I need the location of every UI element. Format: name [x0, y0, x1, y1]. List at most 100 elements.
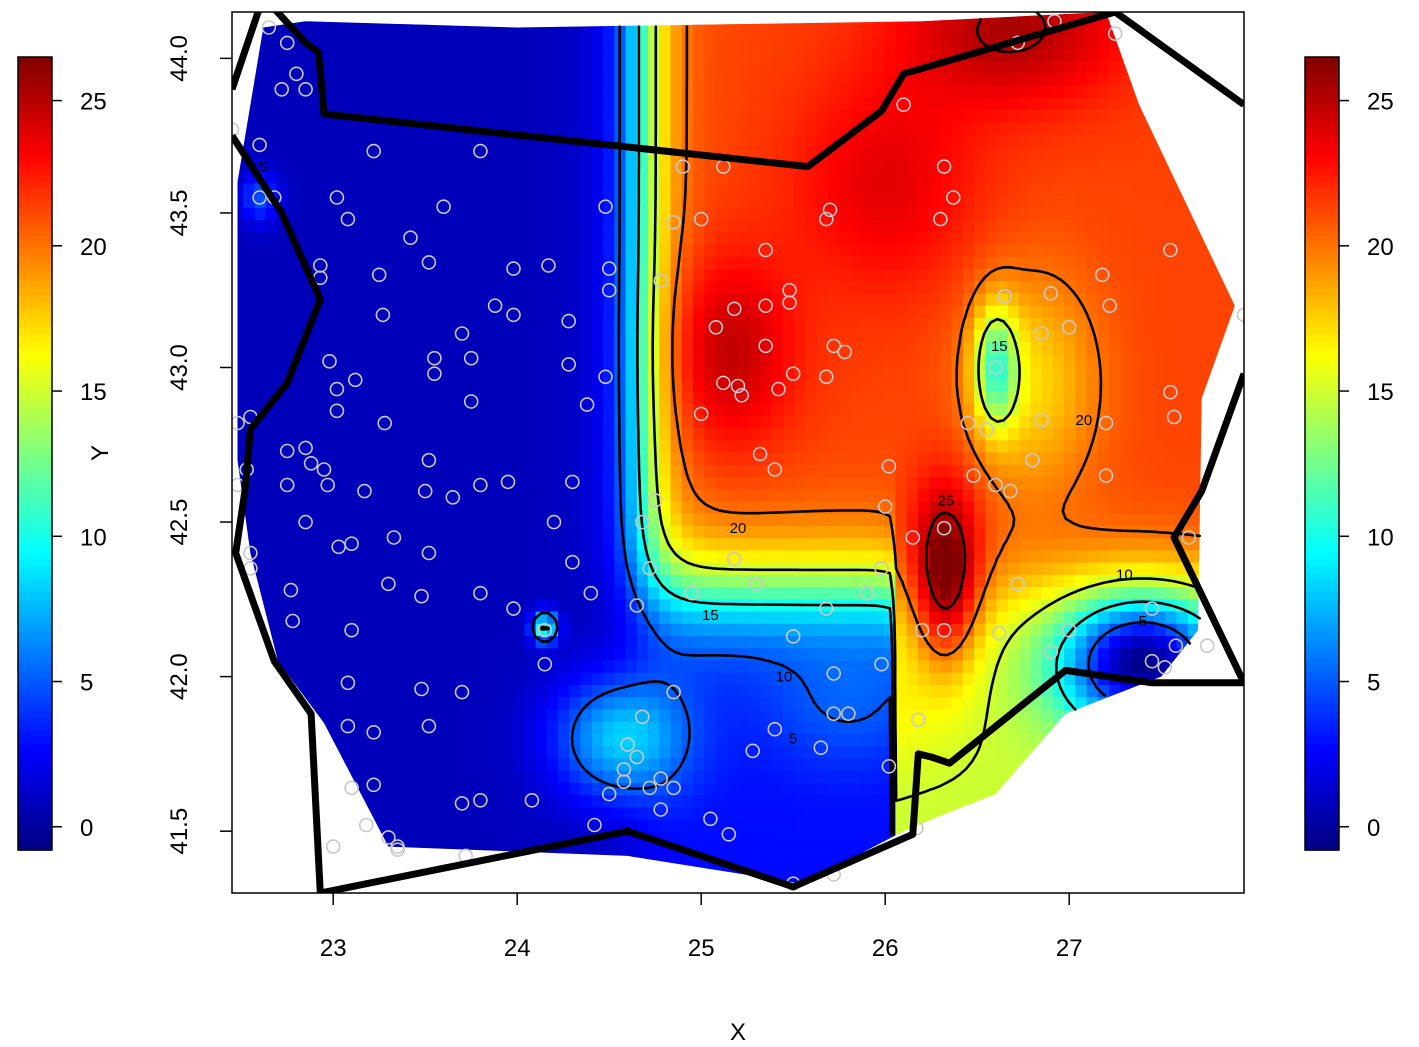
heat-cell: [434, 538, 447, 551]
heat-cell: [1086, 85, 1099, 99]
heat-cell: [445, 48, 458, 62]
heat-cell: [1075, 342, 1088, 356]
heat-cell: [366, 452, 379, 466]
heat-cell: [1064, 146, 1076, 160]
heat-cell: [1086, 513, 1099, 527]
heat-cell: [1064, 330, 1076, 343]
heat-cell: [310, 220, 323, 233]
heat-cell: [1221, 574, 1234, 588]
heat-cell: [535, 525, 548, 539]
heat-cell: [1086, 587, 1099, 600]
heat-cell: [546, 464, 559, 478]
heat-cell: [805, 354, 818, 368]
heat-cell: [546, 452, 559, 466]
heat-cell: [1154, 391, 1166, 405]
heat-cell: [872, 158, 885, 172]
heat-cell: [580, 513, 593, 527]
heat-cell: [569, 452, 582, 466]
heat-cell: [1221, 305, 1234, 319]
heat-cell: [333, 599, 346, 613]
heat-cell: [1041, 476, 1054, 490]
heat-cell: [895, 85, 908, 99]
heat-cell: [355, 611, 368, 625]
heat-cell: [850, 305, 863, 319]
heat-cell: [310, 574, 323, 588]
heat-cell: [805, 587, 818, 600]
heat-cell: [445, 330, 458, 343]
heat-cell: [558, 623, 570, 637]
heat-cell: [501, 525, 514, 539]
heat-cell: [265, 476, 278, 490]
heat-cell: [1075, 24, 1088, 38]
heat-cell: [1064, 195, 1076, 209]
heat-cell: [704, 354, 717, 368]
heat-cell: [490, 109, 503, 123]
heat-cell: [366, 73, 379, 87]
heat-cell: [996, 48, 1009, 62]
heat-cell: [1165, 97, 1178, 111]
heat-cell: [1176, 73, 1189, 87]
heat-cell: [1232, 195, 1235, 209]
heat-cell: [389, 109, 402, 123]
colorbar-cell: [1305, 427, 1339, 435]
heat-cell: [513, 403, 525, 417]
heat-cell: [434, 36, 447, 50]
heat-cell: [1187, 24, 1200, 38]
heat-cell: [423, 220, 435, 233]
heat-cell: [558, 305, 570, 319]
heat-cell: [237, 330, 244, 343]
heat-cell: [693, 60, 705, 74]
heat-cell: [1210, 24, 1223, 38]
heat-cell: [321, 122, 334, 135]
heat-cell: [1086, 244, 1099, 258]
heat-cell: [1019, 415, 1031, 429]
heat-cell: [1075, 317, 1088, 331]
heat-cell: [423, 501, 435, 515]
heat-cell: [636, 476, 649, 490]
heat-cell: [1154, 293, 1166, 307]
heat-cell: [288, 452, 301, 466]
heat-cell: [1199, 122, 1211, 135]
heat-cell: [816, 366, 829, 380]
heat-cell: [839, 109, 852, 123]
heat-cell: [389, 220, 402, 233]
heat-cell: [929, 256, 941, 270]
heat-cell: [1120, 587, 1133, 600]
heat-cell: [580, 476, 593, 490]
heat-cell: [1187, 305, 1200, 319]
heat-cell: [962, 525, 975, 539]
heat-cell: [827, 171, 840, 184]
heat-cell: [558, 12, 570, 25]
heat-cell: [479, 85, 492, 99]
heat-cell: [321, 195, 334, 209]
heat-cell: [479, 476, 492, 490]
heat-cell: [1007, 171, 1020, 184]
heat-cell: [951, 293, 964, 307]
heat-cell: [648, 97, 660, 111]
heat-cell: [816, 24, 829, 38]
heat-cell: [670, 24, 683, 38]
heat-cell: [344, 146, 357, 160]
heat-cell: [558, 183, 570, 197]
heat-cell: [558, 403, 570, 417]
heat-cell: [254, 538, 267, 551]
heat-cell: [265, 36, 278, 50]
heat-cell: [524, 97, 537, 111]
heat-cell: [288, 587, 301, 600]
heat-cell: [715, 134, 728, 148]
heat-cell: [1019, 73, 1031, 87]
heat-cell: [1109, 476, 1121, 490]
heat-cell: [1232, 268, 1235, 282]
heat-cell: [1075, 158, 1088, 172]
heat-cell: [940, 415, 953, 429]
heat-cell: [1131, 244, 1144, 258]
heat-cell: [580, 207, 593, 221]
heat-cell: [366, 550, 379, 564]
heat-cell: [434, 158, 447, 172]
heat-cell: [839, 379, 852, 392]
heat-cell: [479, 134, 492, 148]
heat-cell: [411, 317, 424, 331]
heat-cell: [670, 354, 683, 368]
heat-cell: [704, 109, 717, 123]
heat-cell: [1142, 452, 1155, 466]
